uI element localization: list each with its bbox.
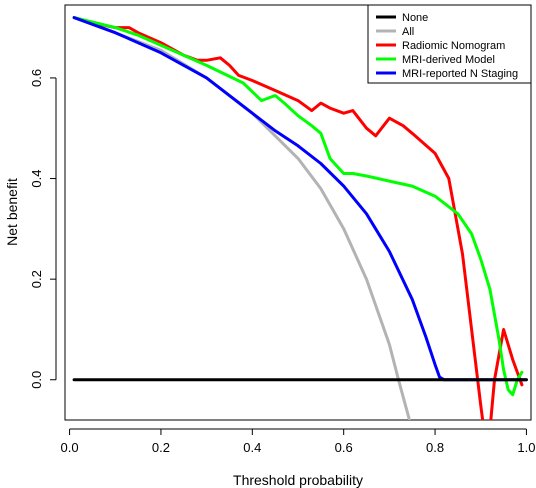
x-tick-label: 0.4 [243, 440, 261, 455]
legend: None All Radiomic Nomogram MRI-derived Mode… [367, 4, 532, 84]
y-axis-title: Net benefit [4, 178, 20, 246]
x-tick-label: 0.0 [61, 440, 79, 455]
plot-box [64, 4, 532, 421]
legend-label-none: None [402, 12, 428, 24]
legend-label-mri-reported-n-staging: MRI-reported N Staging [402, 68, 518, 80]
legend-label-radiomic-nomogram: Radiomic Nomogram [402, 40, 505, 52]
x-tick-label: 0.6 [335, 440, 353, 455]
x-axis: 0.0 0.2 0.4 0.6 0.8 1.0 [61, 428, 535, 455]
series-line-mri-derived-model [72, 16, 524, 397]
legend-label-all: All [402, 26, 414, 38]
series-line-all [72, 16, 412, 420]
y-tick-label: 0.6 [29, 69, 44, 87]
legend-label-mri-derived-model: MRI-derived Model [402, 54, 495, 66]
y-tick-label: 0.0 [29, 371, 44, 389]
x-axis-title: Threshold probability [233, 472, 363, 488]
y-axis: 0.0 0.2 0.4 0.6 [29, 69, 57, 389]
y-tick-label: 0.2 [29, 270, 44, 288]
x-tick-label: 1.0 [517, 440, 535, 455]
series-lines [72, 16, 528, 420]
x-tick-label: 0.2 [152, 440, 170, 455]
x-tick-label: 0.8 [426, 440, 444, 455]
y-tick-label: 0.4 [29, 170, 44, 188]
